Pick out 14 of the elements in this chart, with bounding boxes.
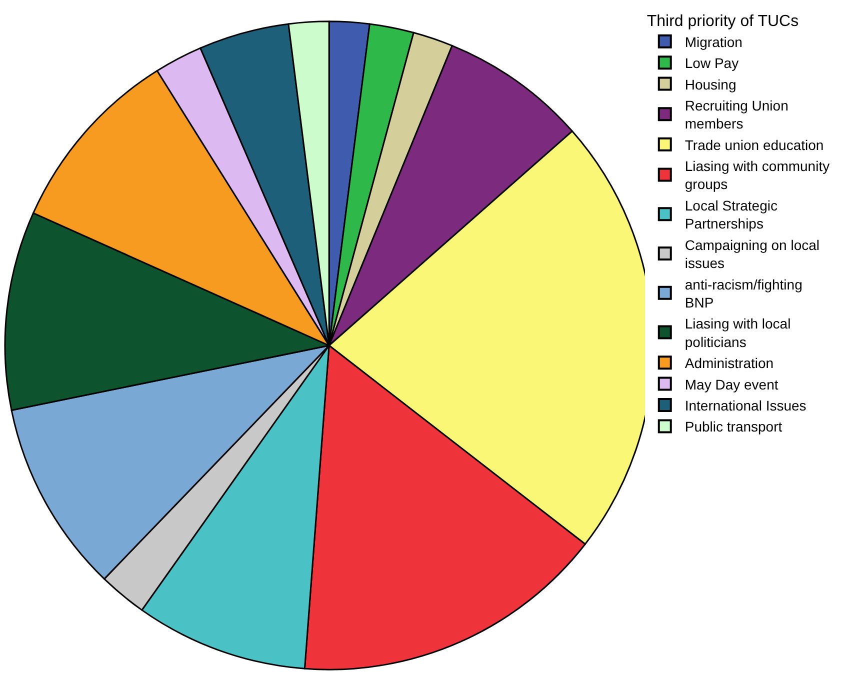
legend-label: Administration	[684, 355, 774, 372]
legend-label: Local Strategic Partnerships	[684, 197, 778, 232]
legend-label: Migration	[684, 34, 742, 50]
legend-label: Public transport	[684, 418, 782, 435]
legend-label: Recruiting Union members	[684, 97, 788, 132]
legend-label: Housing	[684, 76, 736, 92]
legend-label: Low Pay	[684, 55, 739, 72]
legend-label: anti-racism/fighting BNP	[684, 276, 802, 310]
legend-label: Trade union education	[684, 136, 824, 153]
legend-label: Liasing with local politicians	[684, 316, 791, 350]
legend-label: International Issues	[684, 397, 806, 414]
legend-label: Liasing with community groups	[684, 158, 830, 192]
legend-title: Third priority of TUCs	[646, 12, 799, 30]
legend-label: May Day event	[684, 376, 778, 392]
